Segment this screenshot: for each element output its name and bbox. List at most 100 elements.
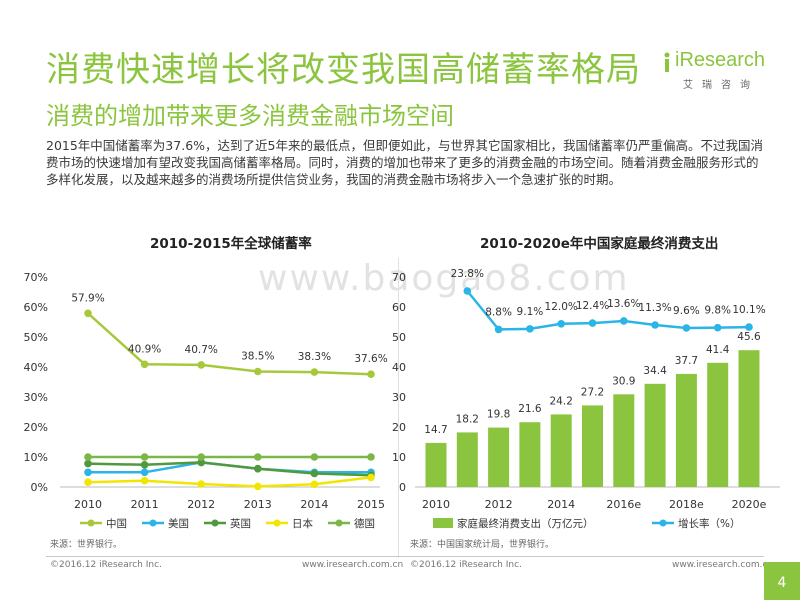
chart2-y-tick-label: 60 (392, 301, 406, 314)
chart2-bar (582, 405, 603, 487)
chart2-x-tick-label: 2020e (732, 498, 767, 511)
chart2-bar (675, 373, 697, 487)
chart1-point (84, 468, 92, 477)
chart-divider (398, 258, 399, 558)
chart2-growth-label: 9.6% (673, 305, 700, 317)
logo-mark-icon (664, 52, 670, 72)
chart1-x-tick-label: 2010 (74, 498, 102, 511)
chart1-point (310, 469, 319, 478)
chart2-bar (644, 383, 666, 487)
logo-subtext: 艾瑞咨询 (683, 80, 759, 91)
chart2-growth-point (494, 325, 503, 334)
chart1-point (253, 482, 262, 491)
chart2-growth-label: 11.3% (638, 302, 671, 314)
chart2-bar (425, 442, 447, 487)
chart2-bar (519, 422, 541, 487)
chart2-growth-point (745, 323, 753, 331)
chart1-point (84, 309, 92, 318)
chart2-x-tick-label: 2014 (547, 498, 575, 511)
chart2-bar (738, 350, 760, 487)
chart1-x-tick-label: 2014 (300, 498, 328, 511)
chart2-growth-label: 23.8% (451, 268, 484, 280)
chart1-data-label: 38.3% (298, 351, 331, 363)
page-number: 4 (764, 562, 800, 600)
chart1-y-tick-label: 70% (24, 271, 48, 284)
chart1-data-label: 38.5% (241, 351, 274, 363)
chart1-point (367, 370, 375, 379)
chart1-y-tick-label: 20% (24, 421, 48, 434)
chart2-y-tick-label: 20 (392, 421, 406, 434)
chart1-x-tick-label: 2015 (357, 498, 385, 511)
watermark: www.baogao8.com (258, 258, 630, 299)
page-title: 消费快速增长将改变我国高储蓄率格局 (46, 50, 641, 90)
chart2-bar (613, 394, 635, 487)
chart1-point (367, 453, 375, 461)
chart1-data-label: 57.9% (71, 292, 104, 304)
chart2-legend-label-bar: 家庭最终消费支出（万亿元） (457, 517, 594, 530)
chart1-point (197, 480, 205, 488)
chart2-bar-label: 45.6 (737, 331, 761, 343)
chart2-growth-point (651, 321, 659, 329)
chart1-data-label: 40.7% (185, 344, 218, 356)
chart2-growth-label: 12.4% (576, 300, 609, 312)
chart1-point (253, 453, 262, 461)
chart1-point (253, 464, 262, 473)
chart1-point (140, 468, 149, 477)
chart1-point (197, 458, 205, 467)
chart2-growth-point (682, 324, 691, 332)
chart1-point (310, 368, 319, 376)
page-subtitle: 消费的增加带来更多消费金融市场空间 (46, 102, 454, 130)
chart2-y-tick-label: 0 (399, 481, 406, 494)
chart1-y-tick-label: 60% (24, 301, 48, 314)
chart2-growth-point (588, 319, 597, 327)
chart2-growth-label: 8.8% (485, 306, 512, 318)
chart1-x-tick-label: 2011 (131, 498, 159, 511)
chart2-y-tick-label: 40 (392, 361, 406, 374)
chart2-x-tick-label: 2010 (422, 498, 450, 511)
footer-copyright-left: ©2016.12 iResearch Inc. (50, 560, 162, 570)
footer-copyright-right: ©2016.12 iResearch Inc. (410, 560, 522, 570)
chart1-legend-label: 美国 (168, 517, 189, 530)
chart2-legend-swatch-bar (433, 518, 453, 528)
chart1-point (140, 453, 149, 461)
chart1-point (140, 360, 149, 369)
chart2-bar (488, 427, 510, 487)
chart2-growth-point (463, 287, 472, 295)
chart1-line-0 (87, 312, 372, 376)
chart1-y-tick-label: 0% (31, 481, 48, 494)
chart1-point (84, 459, 92, 468)
chart2-growth-label: 12.0% (545, 301, 578, 313)
chart1-legend-marker (149, 519, 157, 527)
chart1-title: 2010-2015年全球储蓄率 (150, 236, 312, 252)
chart1-point (310, 480, 319, 489)
chart1-legend-label: 中国 (106, 517, 127, 530)
chart2-legend-label-line: 增长率（%） (678, 517, 740, 530)
chart2-bar-label: 30.9 (612, 375, 635, 387)
chart1-point (84, 478, 92, 487)
chart2-growth-point (620, 317, 628, 325)
chart1-y-tick-label: 40% (24, 361, 48, 374)
chart2-x-tick-label: 2016e (606, 498, 641, 511)
chart1-data-label: 37.6% (354, 353, 387, 365)
chart2-growth-label: 9.1% (517, 306, 544, 318)
chart2-bar-label: 24.2 (550, 395, 573, 407)
chart1-line-3 (87, 476, 372, 488)
chart1-point (253, 367, 262, 376)
chart2-bar-label: 37.7 (675, 355, 698, 367)
chart2-growth-point (526, 325, 534, 333)
chart2-bar-label: 41.4 (706, 344, 730, 356)
footer-divider (46, 556, 764, 557)
footer-url-left: www.iresearch.com.cn (302, 560, 404, 570)
footer-url-right: www.iresearch.com.cn (672, 560, 774, 570)
chart1-point (197, 453, 205, 461)
chart2-y-tick-label: 70 (392, 271, 406, 284)
chart1-data-label: 40.9% (128, 343, 161, 355)
chart1-legend-marker (273, 519, 281, 527)
chart1-y-tick-label: 50% (24, 331, 48, 344)
chart2-y-tick-label: 50 (392, 331, 406, 344)
chart2-legend-marker-line (659, 519, 667, 527)
chart2-bar-label: 19.8 (487, 409, 510, 421)
intro-paragraph: 2015年中国储蓄率为37.6%，达到了近5年来的最低点，但即便如此，与世界其它… (46, 138, 763, 187)
chart2-y-tick-label: 30 (392, 391, 406, 404)
